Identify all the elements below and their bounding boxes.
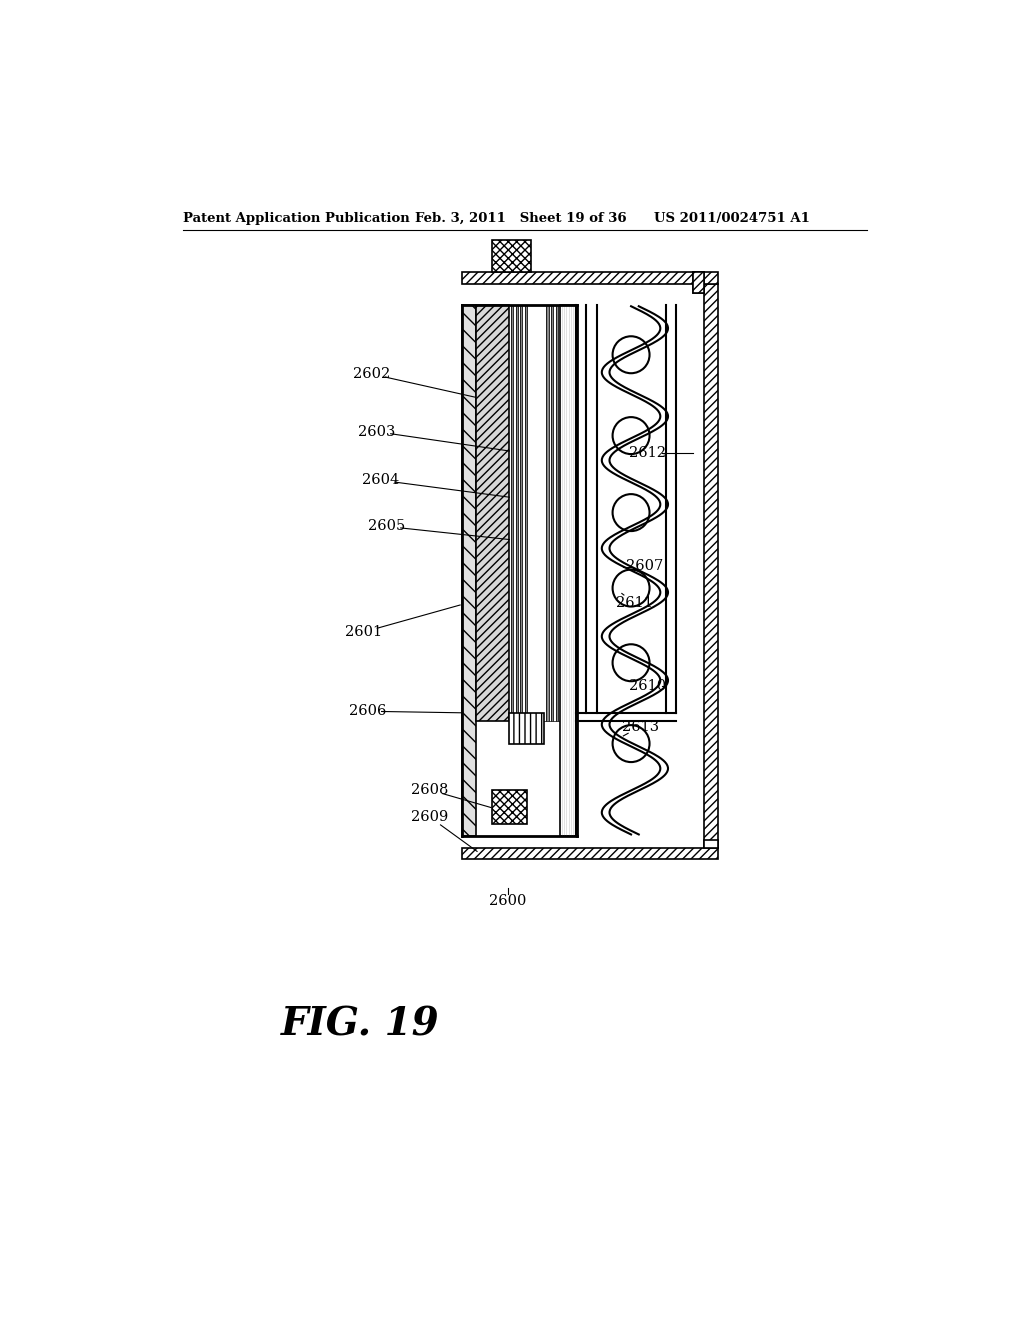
Text: 2602: 2602 xyxy=(353,367,390,381)
Text: 2612: 2612 xyxy=(630,446,667,459)
Bar xyxy=(549,305,551,721)
Bar xyxy=(692,272,705,293)
Bar xyxy=(524,305,527,721)
Bar xyxy=(493,240,531,272)
Text: 2600: 2600 xyxy=(489,895,526,908)
Text: FIG. 19: FIG. 19 xyxy=(281,1006,439,1044)
Text: 2601: 2601 xyxy=(345,624,382,639)
Bar xyxy=(509,305,511,721)
Text: 2603: 2603 xyxy=(358,425,395,438)
Bar xyxy=(553,305,556,721)
Bar xyxy=(520,305,522,721)
Text: Feb. 3, 2011   Sheet 19 of 36: Feb. 3, 2011 Sheet 19 of 36 xyxy=(416,213,627,224)
Bar xyxy=(527,305,547,721)
Text: 2607: 2607 xyxy=(627,560,664,573)
Text: 2604: 2604 xyxy=(362,474,399,487)
Bar xyxy=(462,272,718,284)
Text: US 2011/0024751 A1: US 2011/0024751 A1 xyxy=(654,213,810,224)
Bar xyxy=(462,847,718,859)
Bar xyxy=(558,305,560,721)
Text: 2613: 2613 xyxy=(622,719,658,734)
Text: 2609: 2609 xyxy=(411,809,447,824)
Bar xyxy=(462,305,475,836)
Bar xyxy=(509,713,544,743)
Bar xyxy=(551,305,553,721)
Bar xyxy=(515,305,518,721)
Text: Patent Application Publication: Patent Application Publication xyxy=(183,213,410,224)
Text: 2611: 2611 xyxy=(616,597,653,610)
Bar xyxy=(475,305,509,721)
Bar xyxy=(556,305,558,721)
Bar xyxy=(522,305,524,721)
Bar xyxy=(705,840,718,847)
Text: 2606: 2606 xyxy=(349,705,386,718)
Bar xyxy=(513,305,515,721)
Bar xyxy=(518,305,520,721)
Bar xyxy=(493,789,527,825)
Text: 2610: 2610 xyxy=(630,678,667,693)
Text: 2608: 2608 xyxy=(411,783,449,797)
Text: 2605: 2605 xyxy=(369,520,406,533)
Bar xyxy=(692,272,705,293)
Bar xyxy=(705,284,718,847)
Bar xyxy=(560,305,575,836)
Bar xyxy=(547,305,549,721)
Bar xyxy=(511,305,513,721)
